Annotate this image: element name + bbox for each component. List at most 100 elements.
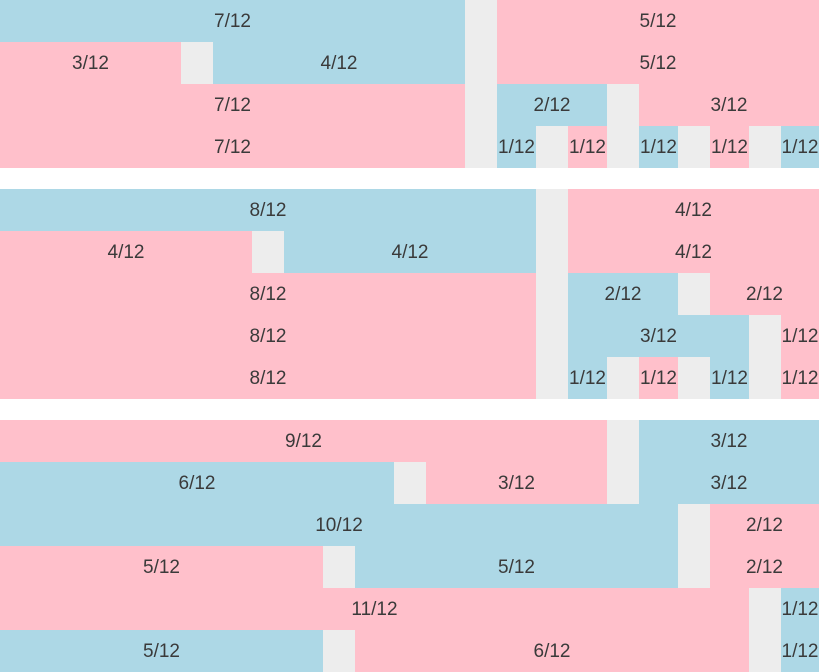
fraction-segment-pink: 8/12 <box>0 273 536 315</box>
fraction-label: 8/12 <box>249 367 287 389</box>
fraction-label: 2/12 <box>533 94 571 116</box>
fraction-segment-blue: 8/12 <box>0 189 536 231</box>
fraction-label: 1/12 <box>711 367 748 389</box>
fraction-segment-blue: 7/12 <box>0 0 465 42</box>
fraction-label: 9/12 <box>285 430 322 452</box>
fraction-segment-blue: 4/12 <box>284 231 536 273</box>
fraction-segment-blue: 3/12 <box>639 462 819 504</box>
fraction-row: 4/12 4/12 4/12 <box>0 231 819 273</box>
fraction-segment-blue: 1/12 <box>497 126 536 168</box>
fraction-segment-blue: 1/12 <box>639 126 678 168</box>
fraction-segment-blue: 1/12 <box>568 357 607 399</box>
fraction-segment-pink: 7/12 <box>0 84 465 126</box>
fraction-segment-pink: 6/12 <box>355 630 749 672</box>
fraction-label: 8/12 <box>249 283 287 305</box>
fraction-segment-blue: 5/12 <box>0 630 323 672</box>
fraction-strip-group-2: 8/12 4/12 4/12 4/12 4/12 8/12 2/12 2/12 8/12 3/12… <box>0 189 819 399</box>
fraction-label: 4/12 <box>107 241 145 263</box>
fraction-segment-pink: 1/12 <box>781 357 819 399</box>
fraction-segment-blue: 2/12 <box>497 84 607 126</box>
fraction-label: 2/12 <box>746 556 783 578</box>
fraction-label: 4/12 <box>675 241 712 263</box>
fraction-segment-blue: 1/12 <box>781 630 819 672</box>
fraction-label: 3/12 <box>640 325 677 347</box>
fraction-segment-blue: 4/12 <box>213 42 465 84</box>
fraction-row: 8/12 1/12 1/12 1/12 1/12 <box>0 357 819 399</box>
fraction-label: 1/12 <box>569 136 606 158</box>
fraction-label: 1/12 <box>640 367 677 389</box>
fraction-segment-pink: 1/12 <box>781 315 819 357</box>
fraction-label: 10/12 <box>315 514 363 536</box>
fraction-label: 11/12 <box>351 598 398 620</box>
fraction-segment-pink: 3/12 <box>0 42 181 84</box>
fraction-label: 1/12 <box>569 367 606 389</box>
fraction-row: 6/12 3/12 3/12 <box>0 462 819 504</box>
fraction-strip-group-3: 9/12 3/12 6/12 3/12 3/12 10/12 2/12 5/12 5/12 2/1… <box>0 420 819 672</box>
fraction-label: 2/12 <box>746 283 783 305</box>
fraction-segment-pink: 2/12 <box>710 504 819 546</box>
fraction-label: 8/12 <box>249 199 287 221</box>
fraction-segment-pink: 2/12 <box>710 273 819 315</box>
fraction-row: 5/12 5/12 2/12 <box>0 546 819 588</box>
fraction-segment-pink: 1/12 <box>710 126 749 168</box>
fraction-label: 3/12 <box>72 52 109 74</box>
fraction-label: 6/12 <box>178 472 216 494</box>
fraction-segment-pink: 11/12 <box>0 588 749 630</box>
fraction-label: 6/12 <box>533 640 571 662</box>
fraction-segment-pink: 8/12 <box>0 357 536 399</box>
fraction-row: 7/12 5/12 <box>0 0 819 42</box>
fraction-segment-blue: 6/12 <box>0 462 394 504</box>
fraction-label: 5/12 <box>639 52 677 74</box>
fraction-segment-pink: 8/12 <box>0 315 536 357</box>
fraction-row: 9/12 3/12 <box>0 420 819 462</box>
fraction-segment-blue: 3/12 <box>639 420 819 462</box>
fraction-row: 7/12 1/12 1/12 1/12 1/12 1/12 <box>0 126 819 168</box>
fraction-row: 7/12 2/12 3/12 <box>0 84 819 126</box>
fraction-segment-blue: 10/12 <box>0 504 678 546</box>
fraction-label: 2/12 <box>604 283 642 305</box>
fraction-row: 10/12 2/12 <box>0 504 819 546</box>
fraction-segment-pink: 5/12 <box>497 42 819 84</box>
fraction-label: 3/12 <box>710 430 748 452</box>
fraction-label: 4/12 <box>391 241 429 263</box>
fraction-label: 3/12 <box>710 472 748 494</box>
fraction-segment-pink: 7/12 <box>0 126 465 168</box>
fraction-label: 1/12 <box>781 325 819 347</box>
fraction-segment-blue: 2/12 <box>568 273 678 315</box>
fraction-label: 5/12 <box>143 556 180 578</box>
fraction-row: 8/12 4/12 <box>0 189 819 231</box>
fraction-row: 8/12 2/12 2/12 <box>0 273 819 315</box>
fraction-label: 1/12 <box>640 136 677 158</box>
fraction-label: 5/12 <box>639 10 677 32</box>
fraction-row: 11/12 1/12 <box>0 588 819 630</box>
fraction-segment-pink: 3/12 <box>426 462 607 504</box>
fraction-row: 3/12 4/12 5/12 <box>0 42 819 84</box>
fraction-segment-pink: 1/12 <box>568 126 607 168</box>
fraction-strip-group-1: 7/12 5/12 3/12 4/12 5/12 7/12 2/12 3/12 7/12 1/12… <box>0 0 819 168</box>
fraction-label: 2/12 <box>746 514 783 536</box>
fraction-label: 8/12 <box>249 325 287 347</box>
fraction-label: 4/12 <box>320 52 358 74</box>
fraction-segment-pink: 4/12 <box>0 231 252 273</box>
fraction-segment-blue: 1/12 <box>781 126 819 168</box>
fraction-segment-blue: 5/12 <box>355 546 678 588</box>
fraction-label: 7/12 <box>214 136 251 158</box>
fraction-segment-pink: 1/12 <box>639 357 678 399</box>
fraction-label: 7/12 <box>214 10 251 32</box>
fraction-segment-pink: 2/12 <box>710 546 819 588</box>
fraction-label: 5/12 <box>498 556 535 578</box>
fraction-segment-blue: 1/12 <box>781 588 819 630</box>
fraction-label: 1/12 <box>781 598 819 620</box>
fraction-label: 7/12 <box>214 94 251 116</box>
fraction-label: 1/12 <box>781 136 819 158</box>
fraction-segment-pink: 5/12 <box>0 546 323 588</box>
fraction-label: 1/12 <box>781 640 819 662</box>
fraction-label: 1/12 <box>711 136 748 158</box>
fraction-label: 1/12 <box>781 367 819 389</box>
fraction-label: 5/12 <box>143 640 180 662</box>
fraction-label: 3/12 <box>498 472 535 494</box>
fraction-label: 3/12 <box>710 94 748 116</box>
fraction-row: 5/12 6/12 1/12 <box>0 630 819 672</box>
fraction-segment-pink: 9/12 <box>0 420 607 462</box>
